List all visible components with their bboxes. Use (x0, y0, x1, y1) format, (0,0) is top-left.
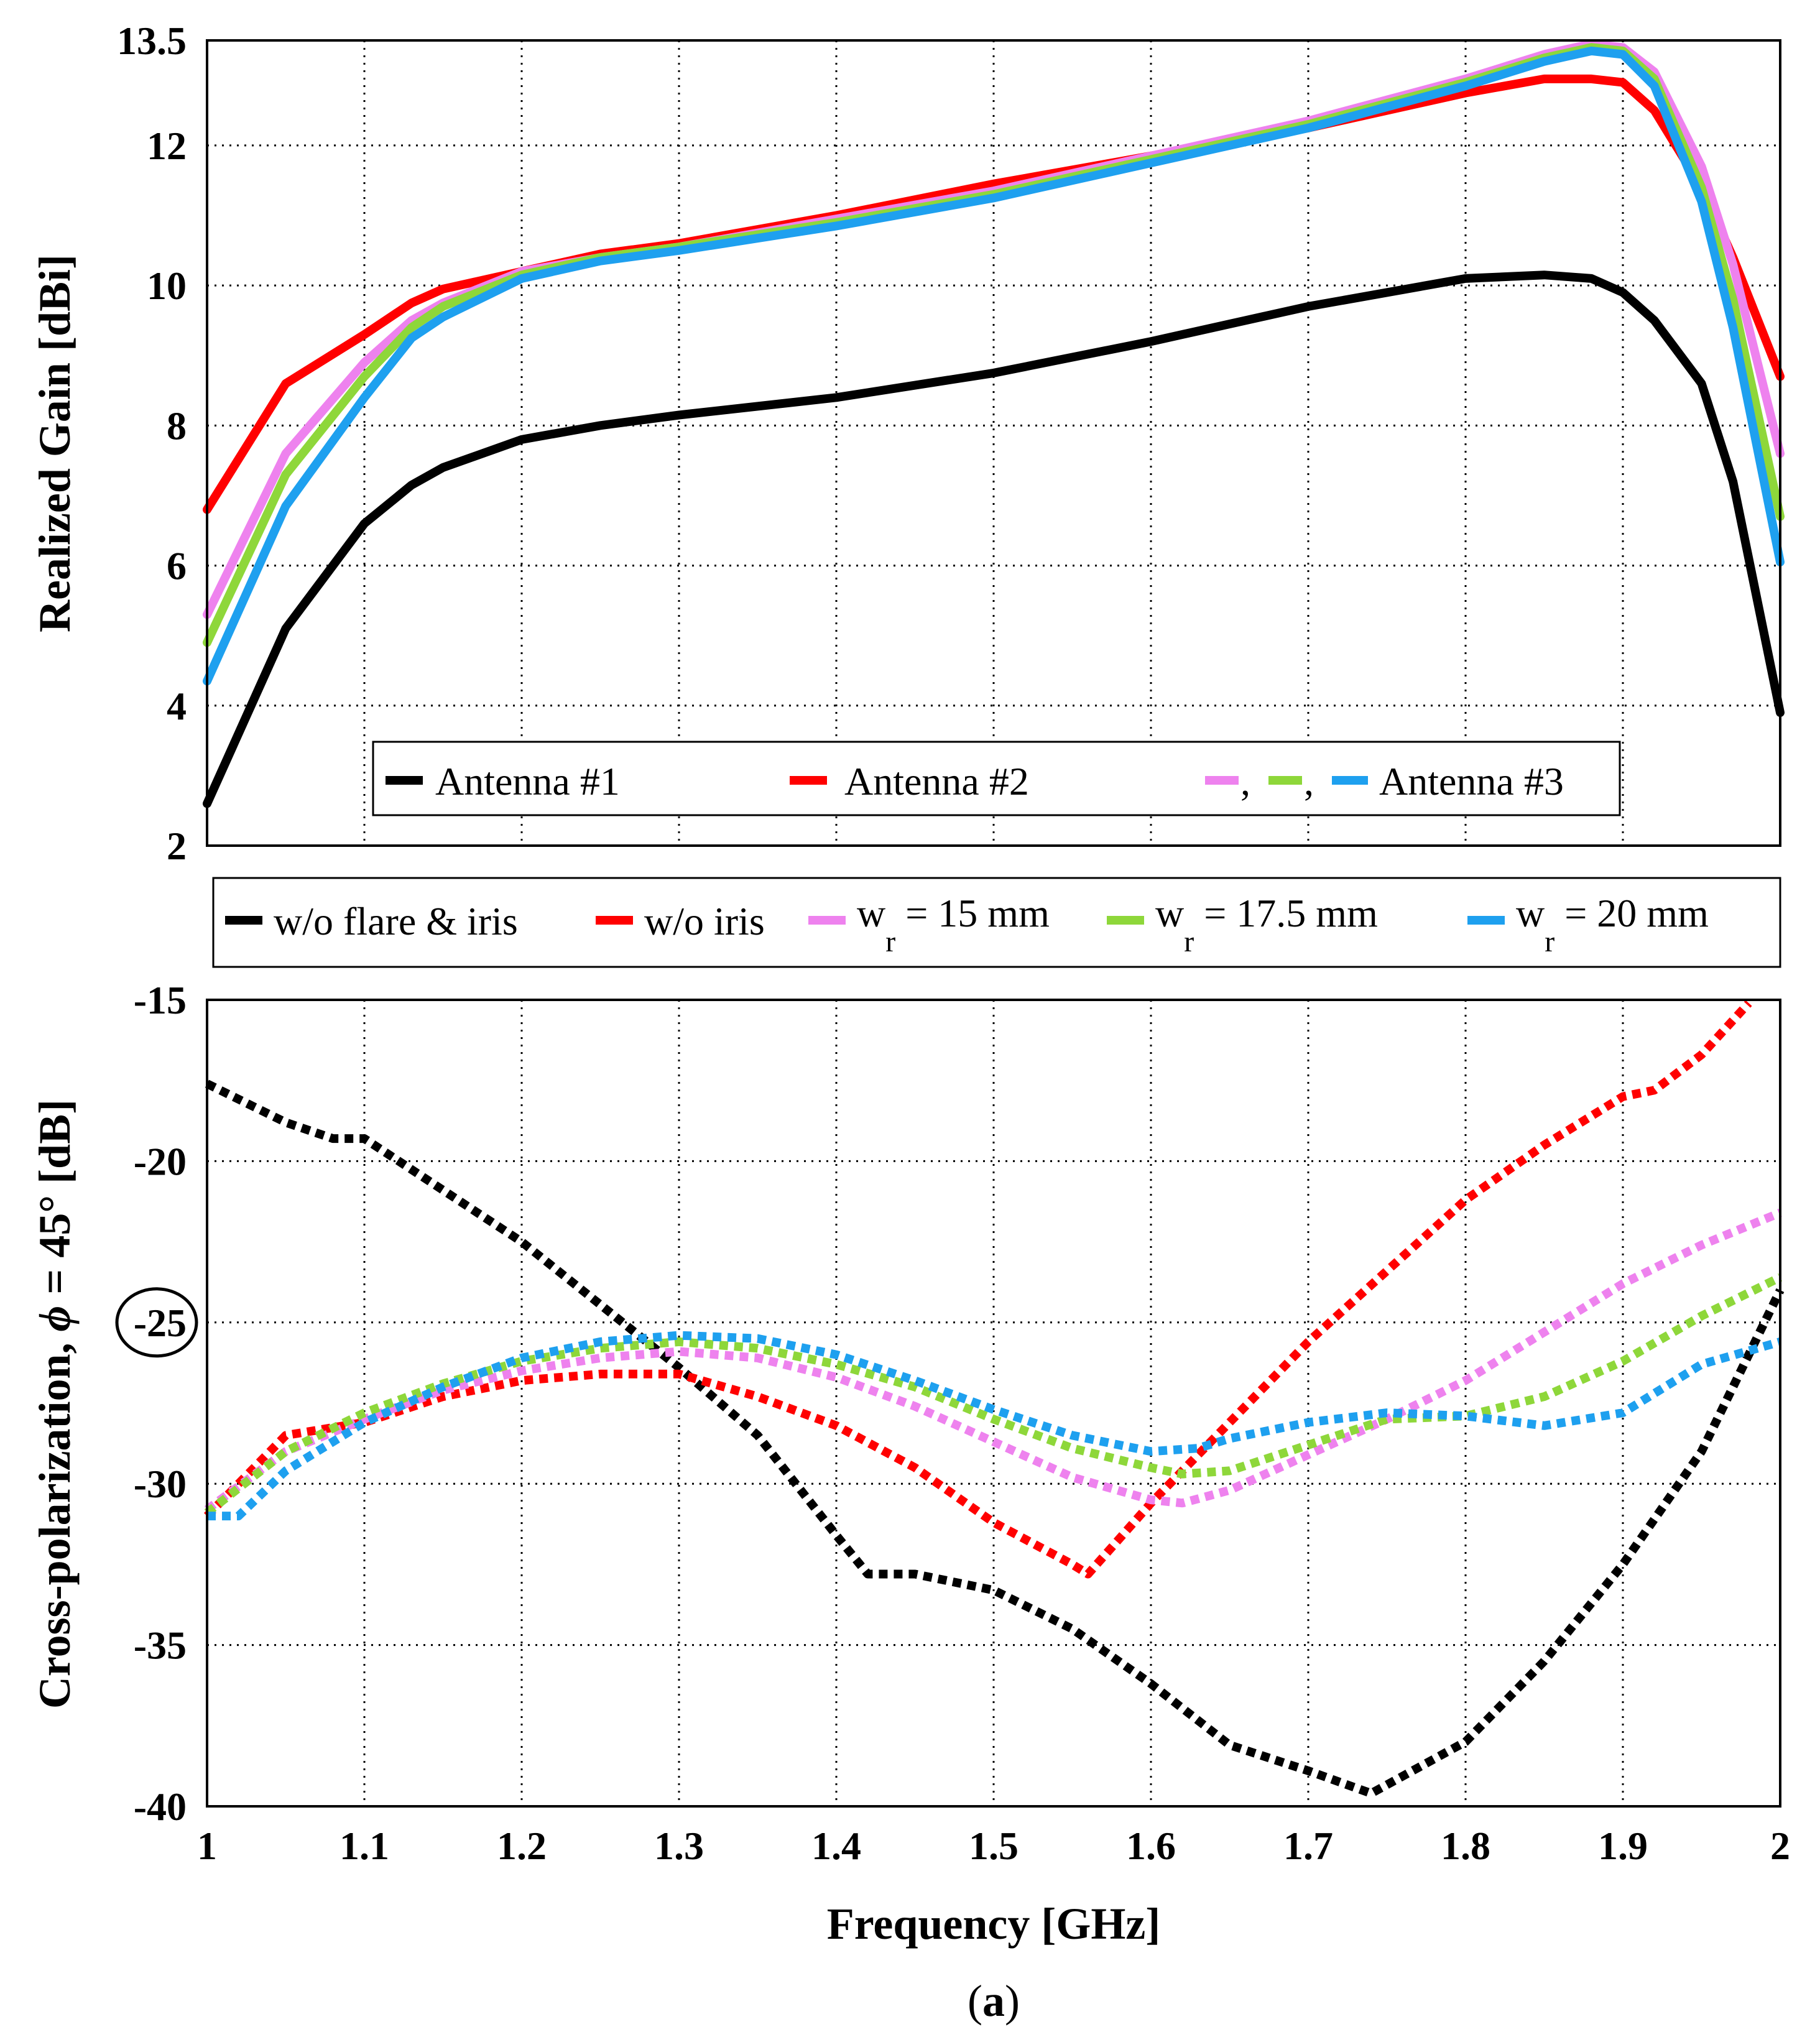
xpol-y-tick-label: -25 (134, 1301, 187, 1345)
xpol-legend-label-4: wr = 17.5 mm (1155, 891, 1378, 958)
xpol-x-tick-label: 1.4 (811, 1824, 861, 1868)
xpol-plot-frame (206, 999, 1781, 1808)
xpol-x-tick-label: 1 (197, 1824, 217, 1868)
xpol-series-1 (205, 1079, 1785, 1798)
gain-y-tick-label: 4 (167, 684, 187, 728)
gain-legend: Antenna #1 Antenna #2 , , Antenna #3 (372, 741, 1621, 816)
gain-legend-label-2: Antenna #2 (844, 759, 1029, 803)
xpol-y-label-prefix: Cross-polarization, (30, 1331, 80, 1709)
xpol-legend: w/o flare & iris w/o iris wr = 15 mm wr … (212, 877, 1781, 968)
xpol-series-5 (207, 1331, 1781, 1521)
gain-series-1 (203, 270, 1785, 808)
xpol-x-tick-label: 1.5 (969, 1824, 1019, 1868)
xpol-x-tick-label: 1.6 (1126, 1824, 1176, 1868)
gain-y-axis-label: Realized Gain [dBi] (30, 254, 80, 632)
gain-series-group (203, 39, 1785, 808)
gain-chart: 2 4 6 8 10 12 13.5 Realized Gain [dBi] Antenna… (30, 19, 1785, 868)
gain-series-5 (203, 46, 1785, 686)
xpol-series-3 (204, 1208, 1782, 1513)
xpol-legend-label-2: w/o iris (644, 899, 765, 943)
xpol-legend-w-2: w (1155, 891, 1184, 935)
caption-close-paren: ) (1005, 1976, 1020, 2026)
xpol-legend-suffix-3: = 20 mm (1554, 891, 1709, 935)
gain-y-tick-label: 6 (167, 544, 187, 588)
xpol-x-tick-label: 1.8 (1441, 1824, 1490, 1868)
gain-y-tick-label: 12 (147, 124, 187, 168)
xpol-y-label-phi: ϕ (30, 1306, 80, 1332)
xpol-legend-suffix-2: = 17.5 mm (1194, 891, 1378, 935)
xpol-x-ticks: 1 1.1 1.2 1.3 1.4 1.5 1.6 1.7 1.8 1.9 2 (197, 1824, 1790, 1868)
xpol-y-tick-label: -30 (134, 1462, 187, 1506)
gain-legend-label-1: Antenna #1 (435, 759, 620, 803)
xpol-chart: -40 -35 -30 -25 -20 -15 1 1.1 1.2 1.3 1.4 1.5 1.6 1.… (30, 978, 1790, 1949)
xpol-x-axis-label: Frequency [GHz] (827, 1899, 1161, 1949)
xpol-legend-sub-1: r (885, 925, 895, 958)
gain-legend-sep-2: , (1304, 759, 1314, 803)
gain-y-tick-label: 2 (167, 824, 187, 868)
gain-y-tick-label: 10 (147, 264, 187, 308)
xpol-x-tick-label: 1.2 (497, 1824, 547, 1868)
gain-series-4 (203, 43, 1785, 647)
xpol-legend-sub-3: r (1545, 925, 1554, 958)
gain-y-ticks: 2 4 6 8 10 12 13.5 (117, 19, 187, 868)
xpol-circled-tick-marker (115, 1287, 198, 1358)
caption-open-paren: ( (968, 1976, 982, 2026)
gain-series-3 (203, 39, 1785, 619)
xpol-legend-sub-2: r (1184, 925, 1194, 958)
xpol-legend-box (212, 877, 1781, 968)
gain-grid (207, 40, 1780, 846)
xpol-legend-w-1: w (857, 891, 885, 935)
xpol-y-tick-label: -15 (134, 978, 187, 1022)
xpol-series-group (203, 1000, 1785, 1798)
gain-legend-sep-1: , (1240, 759, 1250, 803)
xpol-y-tick-label: -40 (134, 1785, 187, 1829)
xpol-series-2 (203, 1000, 1752, 1579)
caption-letter: a (982, 1976, 1005, 2026)
figure-caption: (a) (968, 1976, 1020, 2026)
xpol-x-tick-label: 1.1 (340, 1824, 389, 1868)
xpol-legend-label-1: w/o flare & iris (274, 899, 518, 943)
xpol-x-tick-label: 2 (1770, 1824, 1790, 1868)
gain-y-tick-label: 13.5 (117, 19, 187, 63)
xpol-y-tick-label: -35 (134, 1624, 187, 1668)
xpol-grid (207, 1000, 1780, 1806)
gain-plot-frame (206, 39, 1781, 847)
xpol-legend-w-3: w (1516, 891, 1545, 935)
xpol-legend-label-5: wr = 20 mm (1516, 891, 1709, 958)
gain-legend-label-3: Antenna #3 (1379, 759, 1564, 803)
xpol-x-tick-label: 1.9 (1598, 1824, 1648, 1868)
xpol-legend-label-3: wr = 15 mm (857, 891, 1050, 958)
xpol-y-ticks: -40 -35 -30 -25 -20 -15 (115, 978, 198, 1829)
xpol-x-tick-label: 1.3 (654, 1824, 704, 1868)
xpol-y-label-suffix: = 45° [dB] (30, 1099, 80, 1306)
xpol-x-tick-label: 1.7 (1283, 1824, 1333, 1868)
xpol-y-axis-label: Cross-polarization, ϕ = 45° [dB] (30, 1099, 80, 1709)
gain-legend-box (372, 741, 1621, 816)
gain-y-tick-label: 8 (167, 404, 187, 448)
xpol-y-tick-label: -20 (134, 1139, 187, 1183)
xpol-legend-suffix-1: = 15 mm (895, 891, 1050, 935)
